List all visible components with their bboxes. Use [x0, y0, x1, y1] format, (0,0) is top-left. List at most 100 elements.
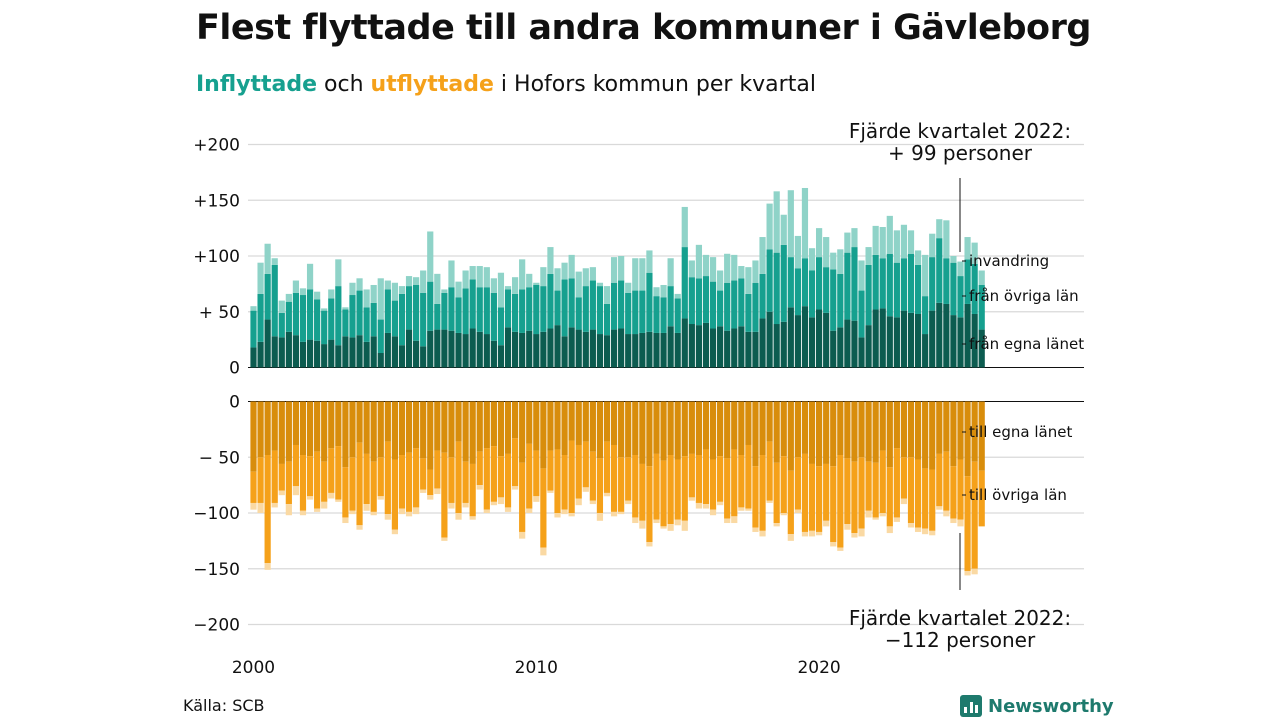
- bar-in-other-regions: [964, 259, 971, 304]
- bar-in-own-region: [434, 329, 441, 368]
- bar-in-other-regions: [879, 258, 886, 309]
- bar-out-own-region: [462, 401, 469, 462]
- bar-in-immigration: [766, 203, 773, 250]
- bar-in-other-regions: [540, 286, 547, 332]
- bar-out-other-regions: [575, 444, 582, 499]
- bar-in-other-regions: [950, 262, 957, 316]
- bar-out-emigration: [872, 517, 879, 520]
- bar-in-immigration: [618, 256, 625, 281]
- bar-in-other-regions: [943, 258, 950, 304]
- bar-out-other-regions: [639, 463, 646, 521]
- bar-out-own-region: [413, 401, 420, 449]
- bar-in-immigration: [511, 277, 519, 294]
- bar-out-emigration: [879, 513, 886, 517]
- bar-in-immigration: [582, 268, 589, 287]
- bar-out-own-region: [688, 401, 695, 454]
- bar-out-own-region: [618, 401, 625, 458]
- bar-out-emigration: [589, 500, 596, 505]
- bar-in-own-region: [639, 332, 646, 368]
- bar-out-emigration: [335, 499, 342, 502]
- bar-out-other-regions: [547, 450, 554, 491]
- bar-out-emigration: [285, 504, 292, 516]
- bar-in-own-region: [448, 330, 455, 368]
- bar-out-other-regions: [264, 455, 271, 564]
- bar-in-own-region: [752, 331, 759, 368]
- brand-name: Newsworthy: [988, 695, 1114, 717]
- bar-in-own-region: [314, 340, 321, 368]
- bar-out-other-regions: [738, 455, 745, 508]
- y-tick-label: 0: [229, 393, 240, 413]
- bar-in-other-regions: [292, 292, 300, 336]
- bar-out-emigration: [865, 510, 872, 518]
- bar-in-immigration: [504, 286, 512, 290]
- bar-out-emigration: [349, 510, 356, 515]
- bar-in-other-regions: [519, 289, 526, 333]
- bar-out-other-regions: [900, 457, 908, 499]
- bar-in-own-region: [858, 337, 865, 368]
- bar-in-own-region: [851, 320, 858, 368]
- y-tick-label: + 50: [199, 303, 240, 323]
- bar-in-other-regions: [342, 309, 349, 337]
- bar-out-other-regions: [717, 456, 724, 502]
- bar-out-emigration: [511, 486, 519, 490]
- bar-out-own-region: [356, 401, 363, 443]
- bar-out-emigration: [413, 507, 420, 515]
- bar-in-immigration: [299, 288, 307, 296]
- bar-in-own-region: [497, 345, 505, 368]
- bar-out-emigration: [250, 502, 257, 510]
- bar-in-own-region: [540, 331, 547, 368]
- bar-out-emigration: [483, 509, 490, 513]
- bar-in-other-regions: [745, 293, 752, 332]
- bar-out-emigration: [405, 511, 413, 517]
- bar-out-own-region: [773, 401, 780, 463]
- bar-out-other-regions: [469, 463, 476, 517]
- bar-out-other-regions: [349, 457, 356, 511]
- bar-out-other-regions: [384, 441, 391, 515]
- bar-out-own-region: [724, 401, 731, 459]
- bar-in-own-region: [907, 312, 915, 368]
- bar-out-own-region: [264, 401, 271, 456]
- bar-out-emigration: [922, 528, 929, 535]
- bar-in-other-regions: [483, 287, 490, 335]
- bar-in-own-region: [702, 322, 710, 368]
- bar-in-other-regions: [681, 247, 688, 319]
- bar-in-other-regions: [554, 290, 561, 326]
- bar-out-other-regions: [816, 466, 823, 532]
- bar-out-other-regions: [441, 452, 448, 538]
- bar-out-own-region: [674, 401, 681, 460]
- bar-in-own-region: [321, 344, 328, 368]
- bar-in-other-regions: [667, 286, 674, 327]
- bar-in-own-region: [561, 336, 568, 368]
- top-annotation-line-2: + 99 personer: [888, 141, 1033, 165]
- bar-out-own-region: [900, 401, 908, 458]
- bar-in-immigration: [391, 282, 398, 301]
- bar-in-own-region: [398, 345, 406, 368]
- y-tick-label: −150: [193, 560, 240, 580]
- bar-out-emigration: [575, 498, 582, 506]
- bar-in-own-region: [674, 332, 681, 368]
- bar-out-emigration: [844, 524, 851, 530]
- bar-out-emigration: [893, 517, 900, 522]
- bar-in-immigration: [893, 230, 900, 263]
- bar-in-own-region: [391, 336, 398, 368]
- bar-in-other-regions: [384, 289, 391, 333]
- bar-out-emigration: [328, 492, 335, 499]
- bar-out-other-regions: [292, 444, 300, 487]
- bar-out-own-region: [936, 401, 943, 454]
- top-annotation-line-1: Fjärde kvartalet 2022:: [849, 119, 1071, 143]
- bar-out-own-region: [922, 401, 929, 469]
- bar-out-own-region: [490, 401, 497, 447]
- bar-out-own-region: [511, 401, 519, 439]
- bar-out-emigration: [490, 501, 497, 506]
- bar-out-other-regions: [618, 457, 625, 512]
- bar-in-own-region: [865, 325, 872, 368]
- bar-in-immigration: [907, 230, 915, 254]
- bar-in-other-regions: [780, 244, 787, 322]
- bar-out-other-regions: [504, 453, 512, 508]
- bar-in-immigration: [879, 227, 886, 259]
- bar-out-emigration: [823, 520, 830, 527]
- bar-in-own-region: [568, 327, 575, 368]
- bar-out-emigration: [540, 547, 547, 556]
- bar-out-own-region: [893, 401, 900, 449]
- bar-out-emigration: [596, 513, 604, 521]
